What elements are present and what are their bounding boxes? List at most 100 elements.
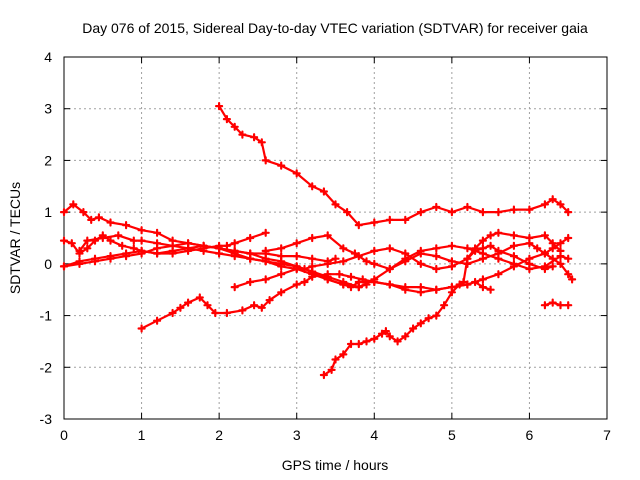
data-point — [486, 285, 495, 294]
data-point — [331, 200, 340, 209]
data-point — [222, 308, 231, 318]
data-point — [564, 301, 573, 310]
series-s10 — [319, 228, 565, 380]
data-point — [509, 262, 518, 271]
y-tick-label: 2 — [44, 152, 52, 168]
data-point — [246, 254, 255, 263]
x-tick-label: 3 — [293, 427, 301, 443]
data-point — [59, 236, 69, 245]
data-point — [494, 249, 503, 258]
data-point — [261, 246, 270, 255]
data-point — [540, 249, 549, 258]
series-s9 — [261, 231, 577, 284]
data-point — [568, 275, 577, 284]
x-tick-label: 0 — [60, 427, 68, 443]
data-point — [343, 208, 352, 217]
data-point — [564, 270, 573, 279]
data-point — [69, 200, 78, 209]
series-s1 — [215, 102, 573, 230]
data-point — [230, 239, 239, 248]
data-point — [401, 249, 410, 258]
data-point — [564, 254, 573, 263]
data-point — [153, 316, 162, 325]
data-point — [327, 365, 336, 374]
y-axis-label: SDTVAR / TECUs — [7, 182, 23, 294]
data-point — [277, 161, 286, 170]
data-point — [432, 244, 441, 253]
data-point — [478, 254, 487, 263]
data-point — [308, 254, 317, 263]
data-point — [211, 308, 220, 318]
data-point — [308, 262, 317, 271]
data-point — [478, 275, 487, 284]
data-point — [556, 246, 565, 255]
data-point — [447, 241, 456, 250]
data-point — [564, 233, 573, 243]
data-point — [509, 252, 518, 261]
data-point — [79, 208, 88, 217]
x-tick-label: 4 — [370, 427, 378, 443]
y-tick-label: -2 — [40, 359, 53, 375]
x-tick-label: 1 — [138, 427, 146, 443]
data-point — [556, 200, 565, 209]
tick-labels: 0 1 2 3 4 5 6 7 -3 -2 -1 0 1 2 3 4 — [40, 49, 612, 443]
data-point — [540, 264, 549, 274]
data-point — [261, 275, 270, 284]
data-point — [176, 303, 185, 312]
data-point — [494, 270, 503, 279]
x-tick-label: 6 — [526, 427, 534, 443]
axis-ticks — [63, 56, 608, 420]
data-point — [525, 205, 534, 214]
data-point — [292, 239, 301, 248]
data-point — [478, 283, 487, 292]
data-point — [416, 283, 425, 292]
series-layer — [59, 102, 577, 380]
data-point — [118, 241, 127, 250]
data-point — [401, 332, 410, 341]
data-point — [401, 215, 410, 224]
data-point — [246, 233, 255, 243]
y-tick-label: 3 — [44, 101, 52, 117]
data-point — [385, 264, 394, 274]
data-point — [362, 337, 371, 346]
x-axis-label: GPS time / hours — [282, 457, 389, 473]
data-point — [385, 244, 394, 253]
data-point — [362, 257, 371, 266]
data-point — [250, 133, 259, 142]
data-point — [447, 288, 456, 297]
data-point — [533, 244, 542, 253]
data-point — [195, 293, 204, 302]
data-point — [440, 301, 449, 310]
data-point — [548, 239, 557, 248]
data-point — [564, 208, 573, 217]
x-tick-label: 5 — [448, 427, 456, 443]
data-point — [87, 215, 96, 224]
data-point — [509, 241, 518, 250]
data-point — [556, 259, 565, 268]
data-point — [261, 156, 270, 165]
data-point — [215, 249, 224, 258]
data-point — [199, 246, 208, 255]
data-point — [319, 187, 328, 196]
data-point — [556, 301, 565, 310]
data-point — [471, 244, 480, 253]
data-point — [184, 244, 193, 253]
data-point — [358, 275, 367, 284]
data-point — [153, 249, 162, 258]
data-point — [323, 270, 332, 279]
data-point — [246, 277, 255, 287]
series-s7 — [137, 233, 573, 333]
data-point — [292, 169, 301, 178]
data-point — [339, 280, 348, 289]
data-point — [238, 130, 247, 139]
data-point — [292, 280, 301, 289]
data-point — [98, 233, 107, 243]
data-point — [230, 252, 239, 261]
data-point — [168, 241, 177, 250]
data-point — [548, 195, 557, 204]
data-point — [106, 236, 115, 245]
data-point — [370, 246, 379, 255]
y-tick-label: -3 — [40, 411, 53, 427]
data-point — [478, 208, 487, 217]
